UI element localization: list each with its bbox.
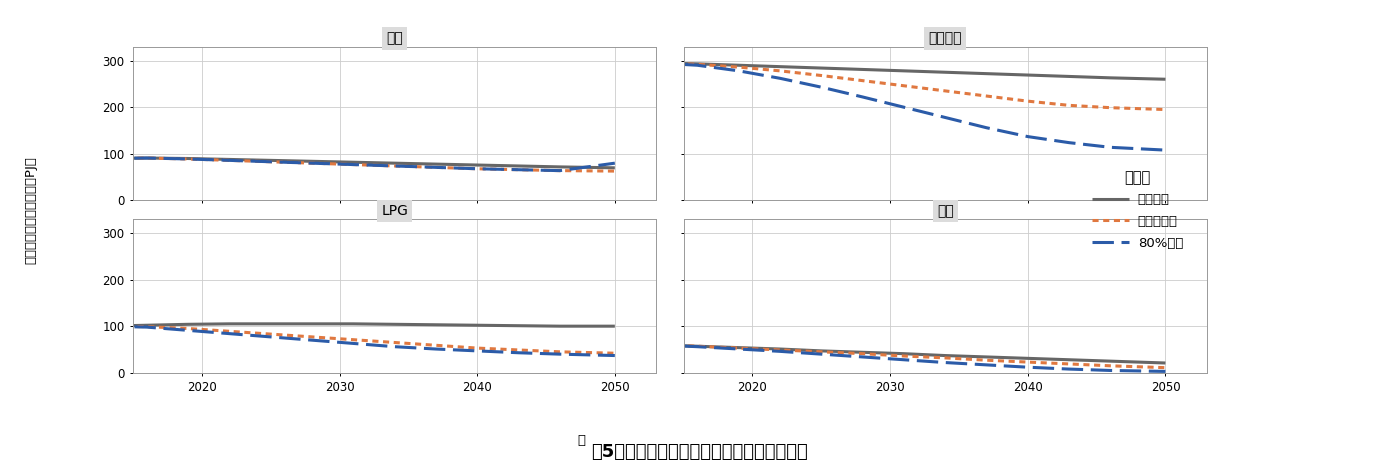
Text: 囵5　エネルギー別の最終エネルギー消費量: 囵5 エネルギー別の最終エネルギー消費量 bbox=[592, 443, 808, 461]
Legend: 現状維持, 経済性重視, 80%削減: 現状維持, 経済性重視, 80%削減 bbox=[1092, 170, 1183, 250]
Title: 電気: 電気 bbox=[386, 31, 403, 45]
Title: 灯油: 灯油 bbox=[937, 204, 953, 218]
Title: LPG: LPG bbox=[381, 204, 407, 218]
Title: 都市ガス: 都市ガス bbox=[928, 31, 962, 45]
Text: 年: 年 bbox=[577, 434, 585, 447]
Text: 最終エネルギー消費量（PJ）: 最終エネルギー消費量（PJ） bbox=[24, 156, 38, 264]
